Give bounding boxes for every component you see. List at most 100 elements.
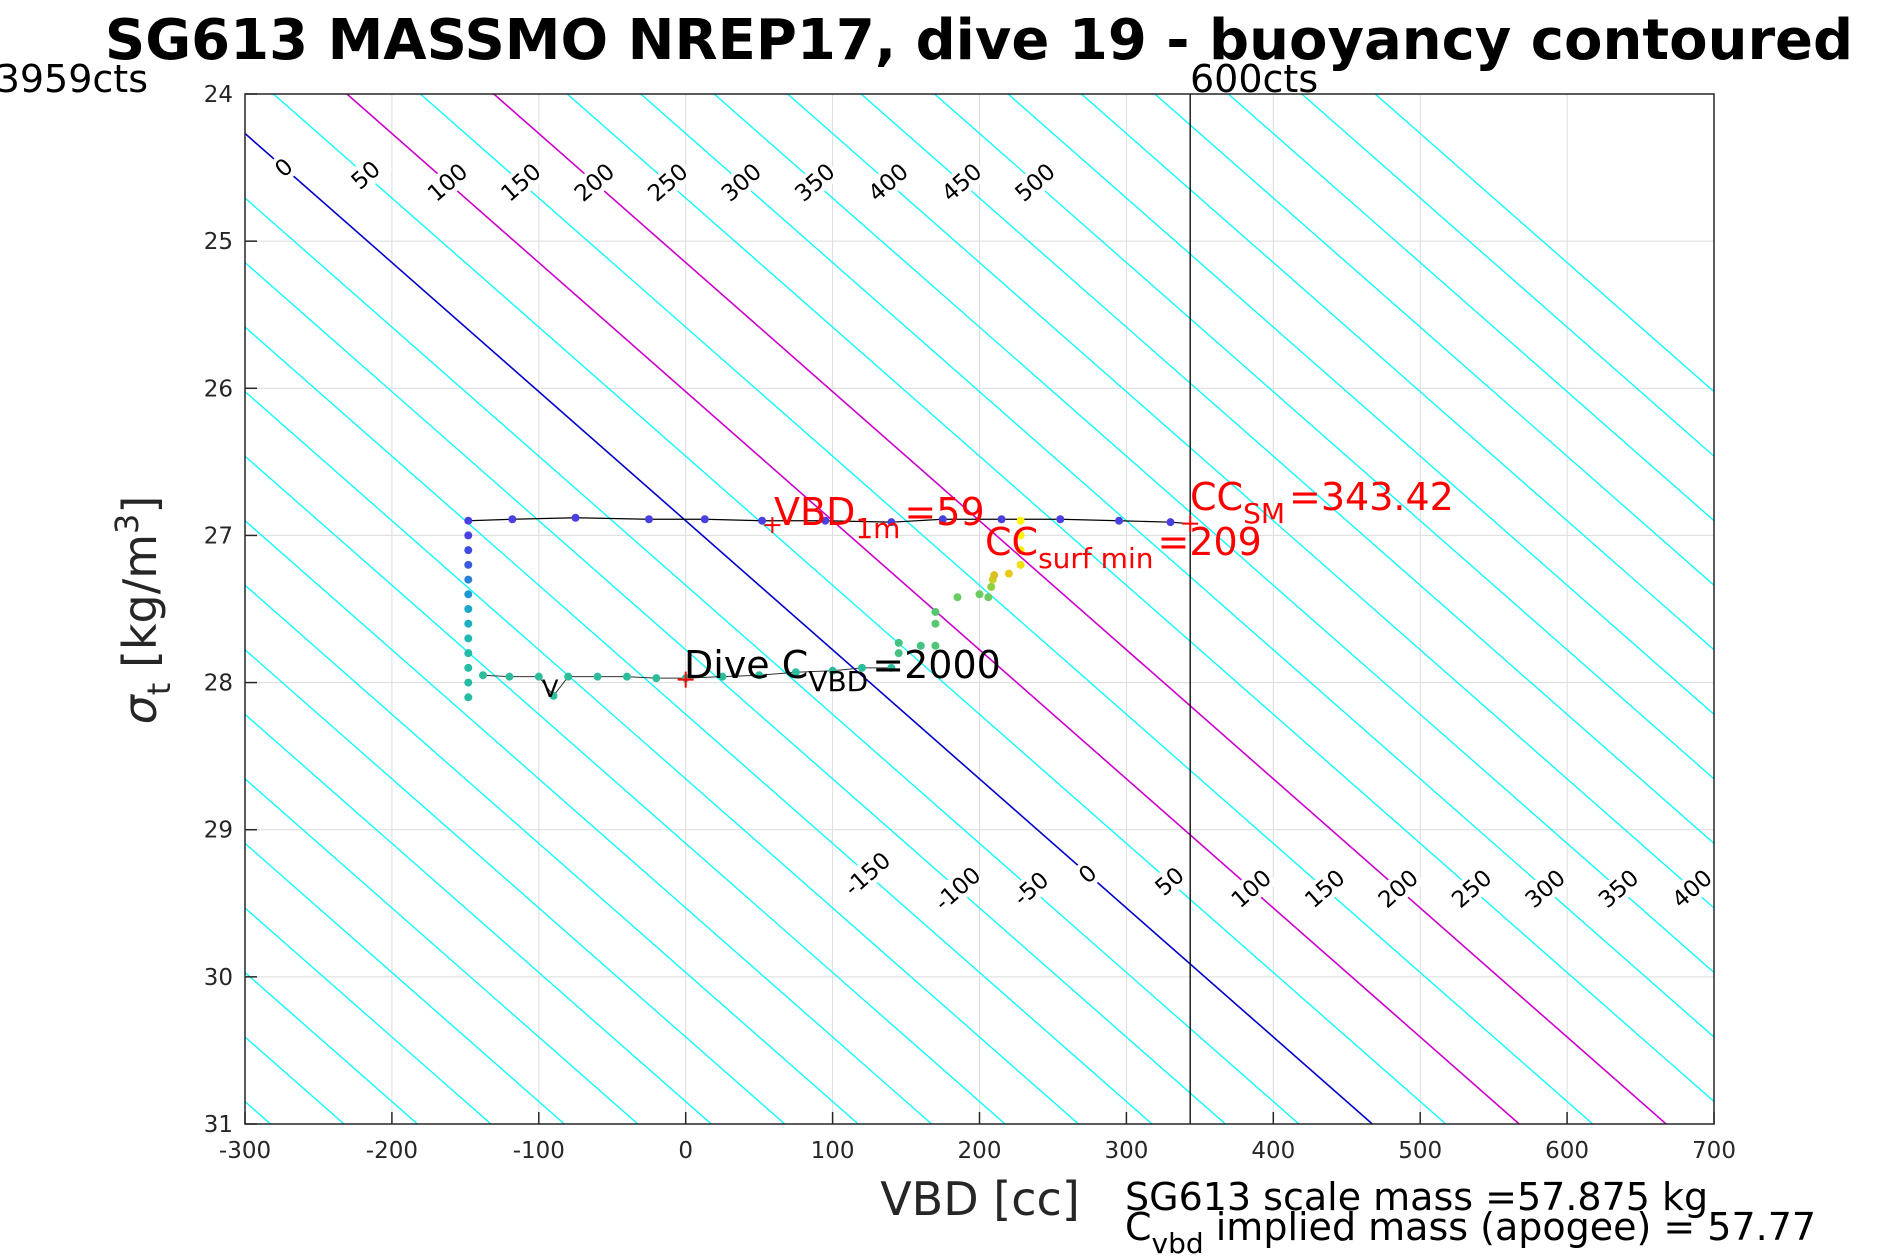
contour-label: 500 xyxy=(1011,159,1061,208)
contour-label-bg xyxy=(1665,862,1719,915)
dive-c-sub: VBD xyxy=(808,665,868,698)
data-point xyxy=(887,518,896,527)
y-tick-label: 25 xyxy=(204,229,233,255)
contour-label-bg xyxy=(1224,862,1278,915)
cc-surf-value: =209 xyxy=(1157,520,1261,564)
y-tick-label: 29 xyxy=(204,818,233,844)
contour-label-bg xyxy=(930,862,985,915)
footer-c-sub: vbd xyxy=(1152,1227,1204,1260)
contour-label-bg xyxy=(1298,862,1352,915)
data-point xyxy=(464,516,473,525)
y-tick-label: 31 xyxy=(204,1112,233,1138)
data-point xyxy=(1016,560,1025,569)
data-point xyxy=(505,672,514,681)
contour-line--300 xyxy=(245,519,933,1124)
data-point xyxy=(821,516,830,525)
data-point xyxy=(478,671,487,680)
svg-text:σt [kg/m3]: σt [kg/m3] xyxy=(108,496,178,725)
contour-line--450 xyxy=(245,713,712,1124)
y-tick-label: 28 xyxy=(204,671,233,697)
x-tick-label: 700 xyxy=(1692,1138,1736,1164)
data-point xyxy=(987,582,996,591)
footer-c-prefix: C xyxy=(1125,1205,1152,1249)
data-point xyxy=(938,515,947,524)
footer-implied-mass: Cvbd implied mass (apogee) = 57.77 xyxy=(1125,1205,1816,1260)
contour-label: 350 xyxy=(1594,865,1644,914)
contour-line-650 xyxy=(1154,94,1714,587)
contour-label: 300 xyxy=(1521,865,1571,914)
data-point xyxy=(1166,518,1175,527)
data-point xyxy=(931,641,940,650)
data-point xyxy=(564,672,573,681)
data-point xyxy=(1016,531,1025,540)
contour-label: -100 xyxy=(930,862,986,916)
data-points xyxy=(464,513,1175,702)
data-point xyxy=(464,546,473,555)
footer-c-rest: implied mass (apogee) = 57.77 xyxy=(1204,1205,1816,1249)
contour-line-550 xyxy=(1007,94,1714,716)
data-point xyxy=(1004,569,1013,578)
contour-line--500 xyxy=(245,777,639,1124)
contour-line-750 xyxy=(1301,94,1714,458)
data-point xyxy=(857,663,866,672)
contour-label: 150 xyxy=(1300,865,1350,914)
axis-ticks: -300 -200 -100 0 100 200 300 400 500 600 700 24 25 26… xyxy=(204,82,1736,1164)
contour-line--700 xyxy=(245,1036,345,1124)
contour-label-bg xyxy=(1142,855,1197,907)
contour-label-bg xyxy=(840,848,894,900)
data-point xyxy=(464,693,473,702)
contour-label-bg xyxy=(1518,862,1572,915)
contour-label: 200 xyxy=(570,159,620,208)
contour-line--850 xyxy=(0,94,124,1124)
contour-line-700 xyxy=(1227,94,1714,522)
cc-sm-annotation: CCSM =343.42 xyxy=(1190,475,1454,530)
contour-label: 300 xyxy=(717,159,767,208)
contour-line--900 xyxy=(0,94,50,1124)
y-label-sub: t xyxy=(140,683,178,696)
contour-line-50 xyxy=(273,94,1447,1124)
contour-line--550 xyxy=(245,842,565,1124)
data-point xyxy=(1115,516,1124,525)
contour-line-600 xyxy=(1081,94,1714,651)
data-point xyxy=(718,672,727,681)
footer-scale-mass: SG613 scale mass =57.875 kg xyxy=(1125,1175,1708,1219)
x-axis-label: VBD [cc] xyxy=(880,1172,1080,1226)
contour-line-150 xyxy=(419,94,1594,1124)
data-point xyxy=(997,515,1006,524)
data-point xyxy=(975,590,984,599)
data-point xyxy=(508,515,517,524)
data-point xyxy=(984,593,993,602)
contour-line--400 xyxy=(245,648,786,1124)
data-point xyxy=(758,516,767,525)
dive-c-vbd-annotation: Dive CVBD =2000 xyxy=(684,643,1001,698)
contour-label-bg xyxy=(861,156,915,208)
contour-line--100 xyxy=(245,261,1226,1124)
y-label-close: ] xyxy=(113,496,167,514)
contour-label-bg xyxy=(788,156,842,208)
cc-sm-sub: SM xyxy=(1243,497,1285,530)
data-point xyxy=(1016,546,1025,555)
contour-label-bg xyxy=(641,156,695,208)
contour-line-350 xyxy=(713,94,1714,974)
x-tick-label: 0 xyxy=(678,1138,693,1164)
data-point xyxy=(464,575,473,584)
y-axis-label: σt [kg/m3] xyxy=(108,496,178,725)
contour-label: 250 xyxy=(1447,865,1497,914)
contour-label-bg xyxy=(1591,862,1646,915)
data-point xyxy=(464,634,473,643)
cc-sm-prefix: CC xyxy=(1190,475,1243,519)
data-point xyxy=(931,619,940,628)
data-point xyxy=(755,671,764,680)
contour-label-bg xyxy=(934,156,989,208)
cc-surf-prefix: CC xyxy=(985,520,1038,564)
contour-label-bg xyxy=(257,141,311,194)
v-marker-label: V xyxy=(542,675,559,703)
chart-title: SG613 MASSMO NREP17, dive 19 - buoyancy … xyxy=(105,8,1853,73)
contour-label: 100 xyxy=(1227,865,1277,914)
profile-polyline xyxy=(468,517,1190,525)
vbd-1m-prefix: VBD xyxy=(774,490,855,534)
y-label-symbol: σ xyxy=(113,693,167,724)
data-point xyxy=(894,649,903,658)
data-point xyxy=(464,605,473,613)
